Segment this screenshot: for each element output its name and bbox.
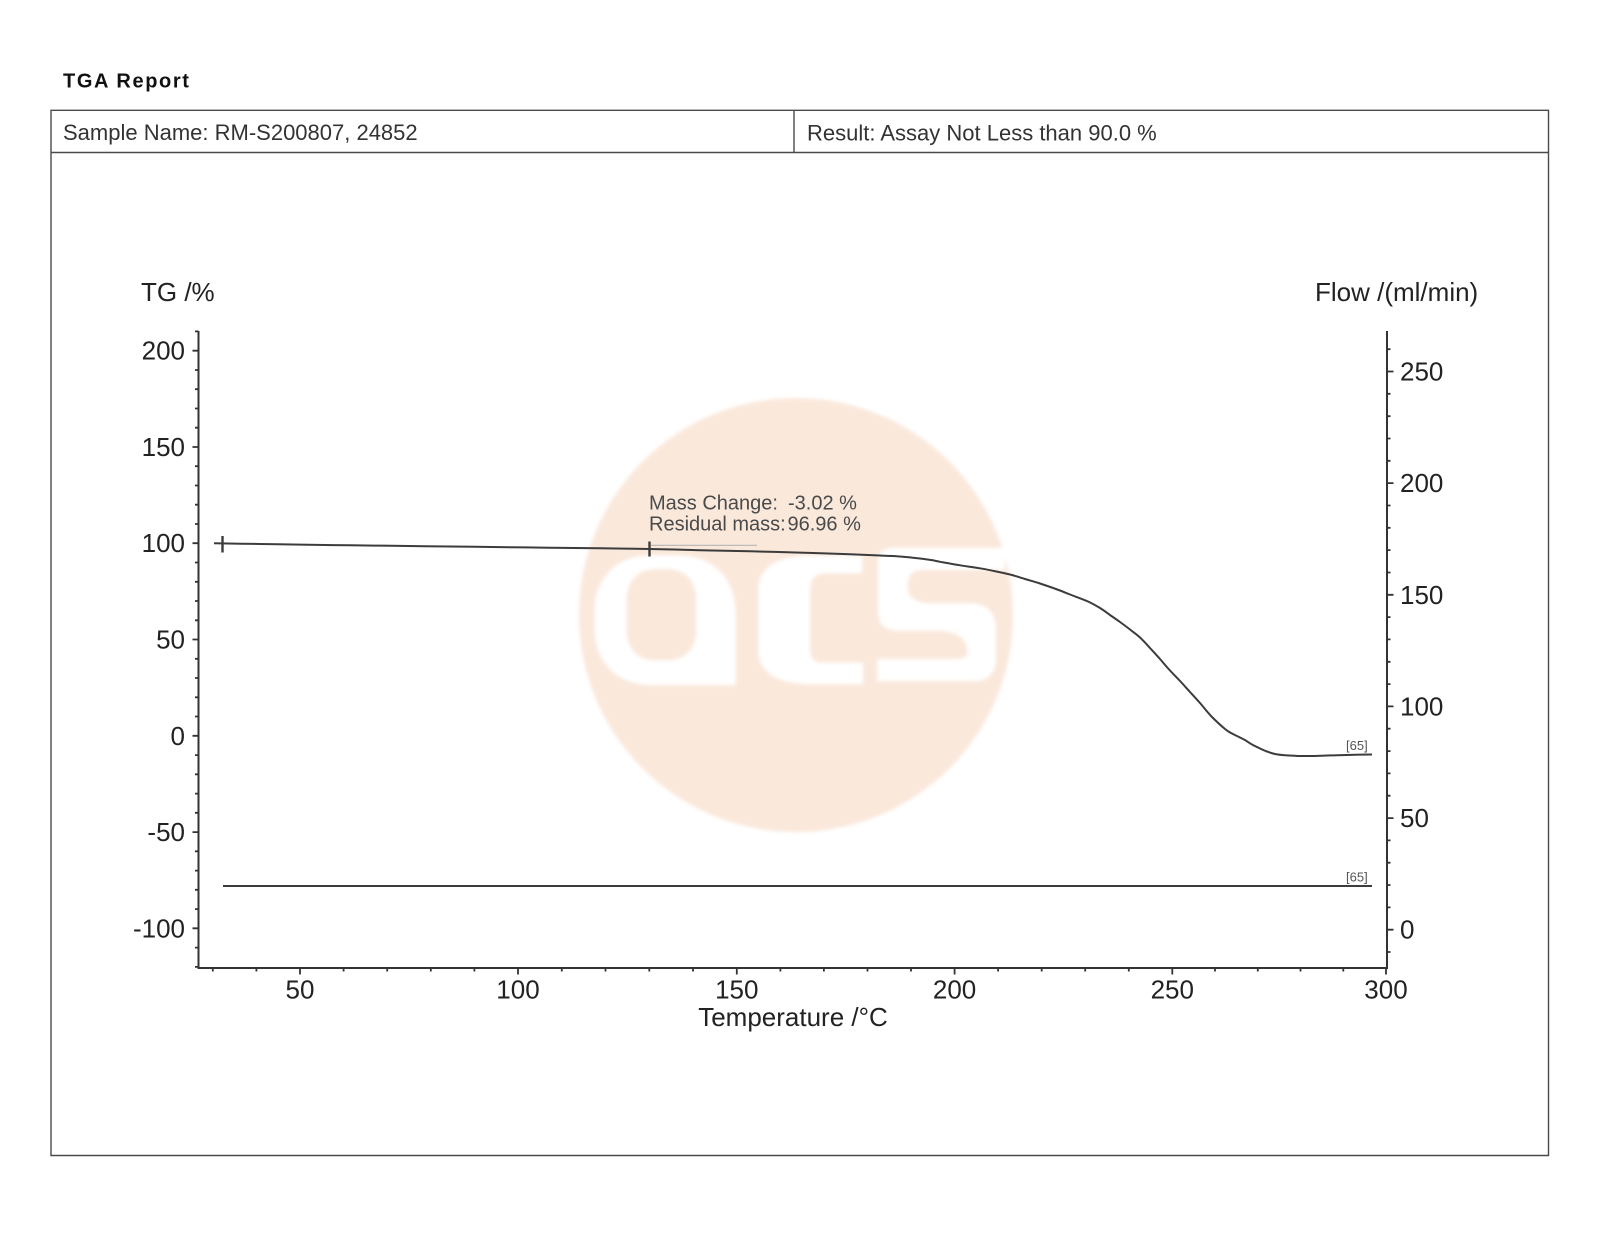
svg-text:-50: -50	[147, 817, 185, 847]
svg-text:150: 150	[142, 432, 185, 462]
svg-text:TGA Report: TGA Report	[63, 71, 190, 93]
svg-text:50: 50	[156, 625, 185, 655]
svg-text:Mass Change:: Mass Change:	[649, 493, 778, 515]
svg-text:50: 50	[1400, 803, 1429, 833]
svg-text:250: 250	[1400, 357, 1443, 387]
svg-text:50: 50	[286, 975, 315, 1005]
svg-text:100: 100	[142, 528, 185, 558]
svg-text:200: 200	[933, 975, 976, 1005]
svg-text:TG /%: TG /%	[141, 277, 215, 307]
svg-text:150: 150	[715, 975, 758, 1005]
svg-text:Temperature /°C: Temperature /°C	[698, 1002, 888, 1032]
svg-text:100: 100	[496, 975, 539, 1005]
svg-text:[65]: [65]	[1346, 738, 1368, 753]
svg-text:Sample Name: RM-S200807, 24852: Sample Name: RM-S200807, 24852	[63, 120, 418, 145]
svg-text:100: 100	[1400, 691, 1443, 721]
svg-text:0: 0	[1400, 915, 1414, 945]
svg-text:Residual mass:: Residual mass:	[649, 514, 786, 536]
svg-text:200: 200	[1400, 468, 1443, 498]
svg-text:-3.02 %: -3.02 %	[788, 493, 857, 515]
svg-text:200: 200	[142, 336, 185, 366]
svg-text:Flow /(ml/min): Flow /(ml/min)	[1315, 277, 1478, 307]
svg-text:Result: Assay Not Less than 90: Result: Assay Not Less than 90.0 %	[807, 121, 1157, 146]
svg-text:0: 0	[171, 721, 185, 751]
svg-text:150: 150	[1400, 580, 1443, 610]
svg-text:[65]: [65]	[1346, 870, 1368, 885]
svg-text:300: 300	[1364, 975, 1407, 1005]
svg-text:250: 250	[1151, 975, 1194, 1005]
svg-text:-100: -100	[133, 913, 185, 943]
svg-text:96.96 %: 96.96 %	[788, 514, 862, 536]
